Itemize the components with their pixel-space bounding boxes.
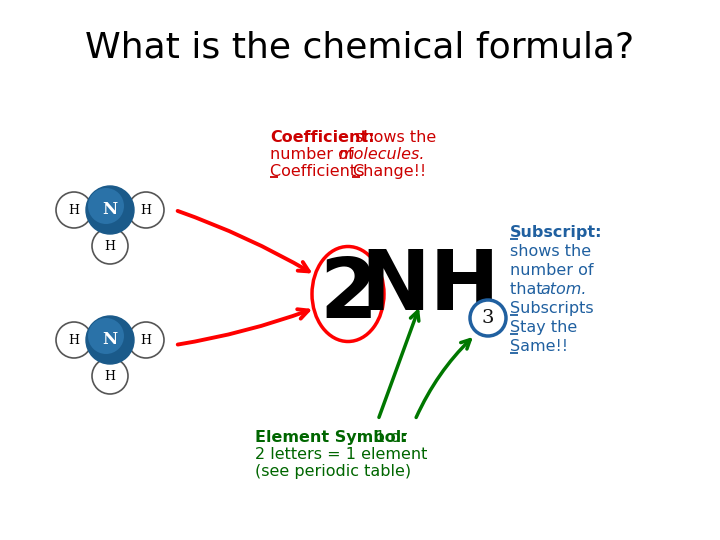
Text: Subscripts: Subscripts	[510, 301, 593, 316]
Circle shape	[86, 316, 134, 364]
Text: H: H	[104, 369, 115, 382]
Text: 2 letters = 1 element: 2 letters = 1 element	[255, 447, 428, 462]
Text: Element Symbol:: Element Symbol:	[255, 430, 408, 445]
Circle shape	[128, 192, 164, 228]
Text: H: H	[68, 204, 79, 217]
Text: H: H	[68, 334, 79, 347]
Text: 1 or: 1 or	[370, 430, 407, 445]
Text: that: that	[510, 282, 548, 297]
Text: Coefficients: Coefficients	[270, 164, 369, 179]
Text: Same!!: Same!!	[510, 339, 568, 354]
Text: H: H	[140, 204, 151, 217]
Circle shape	[88, 318, 124, 354]
Text: number of: number of	[270, 147, 359, 162]
Text: N: N	[102, 332, 117, 348]
Text: shows the: shows the	[350, 130, 436, 145]
Text: H: H	[104, 240, 115, 253]
Circle shape	[86, 186, 134, 234]
Text: Change!!: Change!!	[352, 164, 426, 179]
Text: Stay the: Stay the	[510, 320, 577, 335]
Text: atom.: atom.	[540, 282, 587, 297]
Text: number of: number of	[510, 263, 593, 278]
Text: Subscript:: Subscript:	[510, 225, 603, 240]
Text: (see periodic table): (see periodic table)	[255, 464, 411, 479]
Circle shape	[88, 188, 124, 224]
Text: What is the chemical formula?: What is the chemical formula?	[86, 31, 634, 65]
Text: 3: 3	[482, 309, 494, 327]
Circle shape	[470, 300, 506, 336]
Circle shape	[92, 358, 128, 394]
Text: molecules.: molecules.	[338, 147, 425, 162]
Text: H: H	[140, 334, 151, 347]
Circle shape	[56, 192, 92, 228]
Text: shows the: shows the	[510, 244, 591, 259]
Circle shape	[92, 228, 128, 264]
Text: NH: NH	[360, 246, 500, 327]
Text: N: N	[102, 201, 117, 219]
Text: 2: 2	[319, 253, 377, 334]
Circle shape	[56, 322, 92, 358]
Text: Coefficient:: Coefficient:	[270, 130, 374, 145]
Circle shape	[128, 322, 164, 358]
